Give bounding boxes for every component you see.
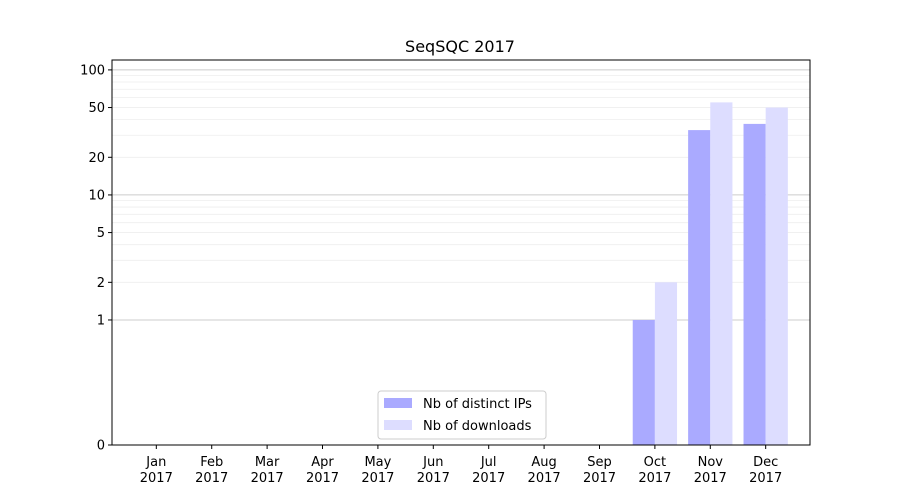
x-tick-year: 2017 — [306, 471, 339, 486]
x-tick-month: Nov — [698, 455, 724, 470]
bar-ips — [632, 319, 655, 445]
y-tick-label: 2 — [97, 276, 105, 291]
y-tick-label: 10 — [88, 188, 105, 203]
y-tick-label: 1 — [97, 313, 105, 328]
x-tick-month: Jul — [480, 455, 497, 470]
x-tick-year: 2017 — [140, 471, 173, 486]
y-tick-label: 20 — [88, 151, 105, 166]
legend-box — [377, 390, 547, 440]
bar-downloads — [710, 102, 733, 445]
bar-downloads — [654, 282, 678, 445]
legend-swatch-ips — [384, 398, 412, 408]
bar-downloads — [765, 107, 788, 446]
legend: Nb of distinct IPs Nb of downloads — [377, 390, 547, 440]
chart-title: SeqSQC 2017 — [405, 37, 515, 56]
x-tick-month: May — [364, 455, 391, 470]
x-tick-year: 2017 — [694, 471, 727, 486]
x-tick-year: 2017 — [638, 471, 671, 486]
plot-frame — [111, 59, 811, 446]
legend-swatch-downloads — [384, 420, 412, 430]
bar-ips — [743, 123, 766, 445]
x-tick-year: 2017 — [472, 471, 505, 486]
x-tick-year: 2017 — [528, 471, 561, 486]
x-tick-month: Jan — [145, 455, 166, 470]
x-tick-month: Jun — [422, 455, 443, 470]
x-tick-month: Apr — [311, 455, 334, 470]
x-axis: Jan2017Feb2017Mar2017Apr2017May2017Jun20… — [140, 445, 782, 486]
x-tick-year: 2017 — [251, 471, 284, 486]
x-tick-year: 2017 — [749, 471, 782, 486]
x-tick-month: Aug — [531, 455, 556, 470]
bars — [632, 102, 788, 446]
x-tick-year: 2017 — [361, 471, 394, 486]
y-tick-label: 50 — [88, 101, 105, 116]
legend-label-ips: Nb of distinct IPs — [423, 397, 532, 412]
legend-label-downloads: Nb of downloads — [423, 419, 532, 434]
x-tick-month: Dec — [753, 455, 778, 470]
x-tick-month: Oct — [644, 455, 666, 470]
x-tick-month: Feb — [200, 455, 223, 470]
y-axis: 0 1 2 5 10 20 50 100 — [80, 63, 112, 454]
y-tick-label: 0 — [97, 439, 105, 454]
x-tick-month: Sep — [587, 455, 612, 470]
y-tick-label: 5 — [97, 226, 105, 241]
x-tick-year: 2017 — [195, 471, 228, 486]
bar-ips — [688, 130, 711, 445]
x-tick-year: 2017 — [417, 471, 450, 486]
x-tick-month: Mar — [255, 455, 280, 470]
x-tick-year: 2017 — [583, 471, 616, 486]
y-tick-label: 100 — [80, 63, 105, 78]
